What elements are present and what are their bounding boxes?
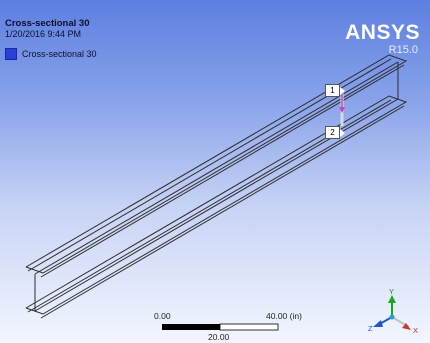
ansys-logo: ANSYS (345, 21, 420, 44)
triad-x-label: X (413, 326, 418, 335)
legend-label[interactable]: Cross-sectional 30 (22, 49, 97, 59)
model-title: Cross-sectional 30 (5, 18, 90, 29)
scale-label-mid: 20.00 (208, 332, 230, 342)
scale-label-right: 40.00 (in) (266, 311, 302, 321)
scale-label-left: 0.00 (154, 311, 171, 321)
timestamp: 1/20/2016 9:44 PM (5, 29, 82, 39)
legend: Cross-sectional 30 (5, 48, 97, 60)
version-label: R15.0 (388, 44, 418, 56)
probe-label-2[interactable]: 2 (325, 126, 345, 139)
coordinate-triad: Y X Z (368, 287, 418, 335)
triad-y-label: Y (389, 287, 394, 296)
dimension-probe (339, 92, 345, 126)
triad-z-label: Z (368, 324, 373, 333)
scale-bar (162, 323, 279, 331)
beam-edges (25, 54, 408, 319)
probe-label-1[interactable]: 1 (325, 84, 345, 97)
legend-swatch[interactable] (5, 48, 17, 60)
